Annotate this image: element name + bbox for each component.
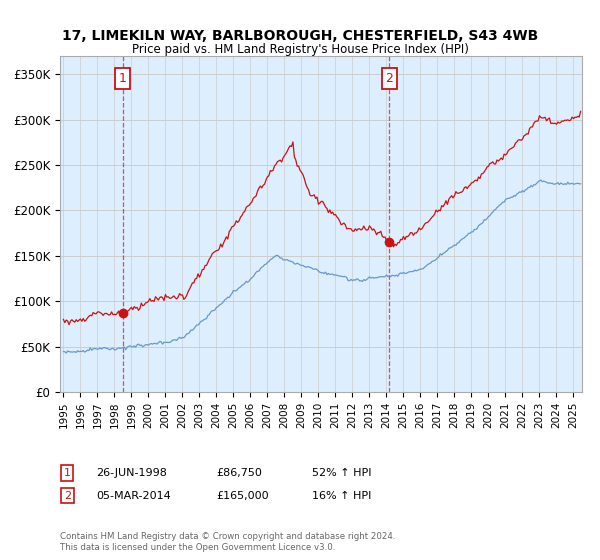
Text: 1: 1 [64,468,71,478]
Text: £86,750: £86,750 [216,468,262,478]
Text: 16% ↑ HPI: 16% ↑ HPI [312,491,371,501]
Text: 1: 1 [119,72,127,85]
Text: 26-JUN-1998: 26-JUN-1998 [96,468,167,478]
Text: 2: 2 [64,491,71,501]
Text: 2: 2 [385,72,393,85]
Text: 05-MAR-2014: 05-MAR-2014 [96,491,171,501]
Text: 52% ↑ HPI: 52% ↑ HPI [312,468,371,478]
Text: Price paid vs. HM Land Registry's House Price Index (HPI): Price paid vs. HM Land Registry's House … [131,43,469,56]
Text: Contains HM Land Registry data © Crown copyright and database right 2024.
This d: Contains HM Land Registry data © Crown c… [60,532,395,552]
Text: 17, LIMEKILN WAY, BARLBOROUGH, CHESTERFIELD, S43 4WB: 17, LIMEKILN WAY, BARLBOROUGH, CHESTERFI… [62,29,538,44]
Text: £165,000: £165,000 [216,491,269,501]
